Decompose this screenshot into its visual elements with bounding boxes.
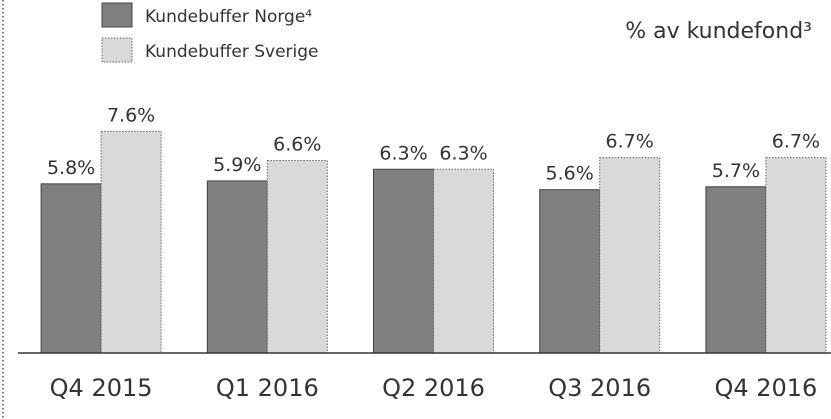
x-tick-label: Q4 2016 <box>714 374 817 402</box>
x-tick-label: Q1 2016 <box>216 374 319 402</box>
data-label: 6.7% <box>772 131 820 153</box>
bar <box>705 186 767 354</box>
bar <box>373 168 434 354</box>
bar <box>599 157 661 354</box>
legend-swatch <box>101 37 133 63</box>
x-tick-label: Q3 2016 <box>548 374 651 402</box>
data-label: 5.7% <box>712 160 760 182</box>
bar <box>100 130 162 354</box>
data-label: 6.7% <box>606 131 654 153</box>
data-label: 6.6% <box>273 134 321 156</box>
chart-title: % av kundefond³ <box>625 19 812 44</box>
bar <box>765 157 827 354</box>
x-tick-label: Q4 2015 <box>50 374 153 402</box>
bar <box>206 180 268 354</box>
data-label: 6.3% <box>439 142 487 164</box>
data-label: 7.6% <box>107 104 155 126</box>
bar <box>40 183 102 354</box>
legend-swatch <box>101 2 133 28</box>
x-tick-label: Q2 2016 <box>382 374 485 402</box>
data-label: 5.6% <box>546 163 594 185</box>
data-label: 5.8% <box>47 157 95 179</box>
data-label: 5.9% <box>213 154 261 176</box>
bar <box>539 189 601 354</box>
bar <box>266 160 328 354</box>
data-label: 6.3% <box>379 142 427 164</box>
legend-label: Kundebuffer Norge⁴ <box>145 7 312 27</box>
legend-label: Kundebuffer Sverige <box>145 42 319 62</box>
bar <box>433 168 494 354</box>
